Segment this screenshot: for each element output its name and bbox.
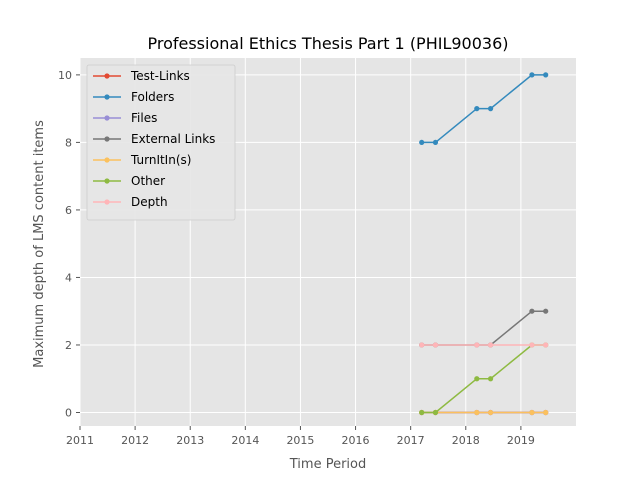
data-point xyxy=(419,139,425,146)
legend-label: Other xyxy=(131,174,165,188)
x-axis-ticks: 2011 2012 2013 2014 2015 2016 2017 2018 2019 xyxy=(66,426,535,447)
legend: Test-Links Folders Files External Links Turn… xyxy=(86,64,236,221)
legend-marker xyxy=(104,94,110,100)
data-point xyxy=(474,342,480,348)
y-tick-label: 8 xyxy=(65,136,72,149)
data-point xyxy=(529,308,535,314)
y-axis-label: Maximum depth of LMS content items xyxy=(32,120,47,368)
chart-title: Professional Ethics Thesis Part 1 (PHIL9… xyxy=(147,34,508,53)
data-point xyxy=(529,342,535,348)
series-lines xyxy=(419,72,549,416)
x-axis-label: Time Period xyxy=(289,457,366,472)
data-point xyxy=(529,409,535,416)
data-point xyxy=(487,409,494,416)
legend-label: Files xyxy=(131,111,157,125)
data-point xyxy=(432,409,439,416)
legend-label: External Links xyxy=(131,132,215,146)
x-tick-label: 2016 xyxy=(342,434,370,447)
data-point xyxy=(543,308,549,314)
data-point xyxy=(529,72,535,78)
y-tick-label: 10 xyxy=(58,69,72,82)
legend-marker xyxy=(104,73,110,79)
legend-label: TurnItIn(s) xyxy=(130,153,191,167)
x-tick-label: 2014 xyxy=(231,434,259,447)
data-point xyxy=(474,106,480,112)
data-point xyxy=(543,72,549,78)
legend-marker xyxy=(104,157,110,163)
data-point xyxy=(487,376,494,382)
x-tick-label: 2019 xyxy=(507,434,535,447)
x-tick-label: 2012 xyxy=(121,434,149,447)
data-point xyxy=(474,409,480,416)
y-tick-label: 0 xyxy=(65,406,72,419)
data-point xyxy=(487,342,494,348)
data-point xyxy=(543,342,549,348)
data-point xyxy=(419,342,425,348)
x-tick-label: 2013 xyxy=(176,434,204,447)
data-point xyxy=(419,409,425,416)
data-point xyxy=(474,376,480,382)
y-axis-ticks: 0 2 4 6 8 10 xyxy=(58,69,80,419)
x-tick-label: 2018 xyxy=(452,434,480,447)
x-tick-label: 2011 xyxy=(66,434,94,447)
series-group xyxy=(419,72,549,146)
legend-marker xyxy=(104,115,110,121)
legend-marker xyxy=(104,199,110,205)
series-group xyxy=(419,342,549,348)
y-tick-label: 2 xyxy=(65,339,72,352)
data-point xyxy=(487,106,494,112)
data-point xyxy=(543,409,549,416)
legend-label: Depth xyxy=(131,195,168,209)
data-point xyxy=(432,139,439,146)
y-tick-label: 6 xyxy=(65,204,72,217)
legend-label: Test-Links xyxy=(130,69,190,83)
legend-label: Folders xyxy=(131,90,174,104)
data-point xyxy=(432,342,439,348)
x-tick-label: 2017 xyxy=(397,434,425,447)
legend-marker xyxy=(104,178,110,184)
y-tick-label: 4 xyxy=(65,271,72,284)
legend-marker xyxy=(104,136,110,142)
x-tick-label: 2015 xyxy=(286,434,314,447)
legend-box xyxy=(86,64,236,221)
